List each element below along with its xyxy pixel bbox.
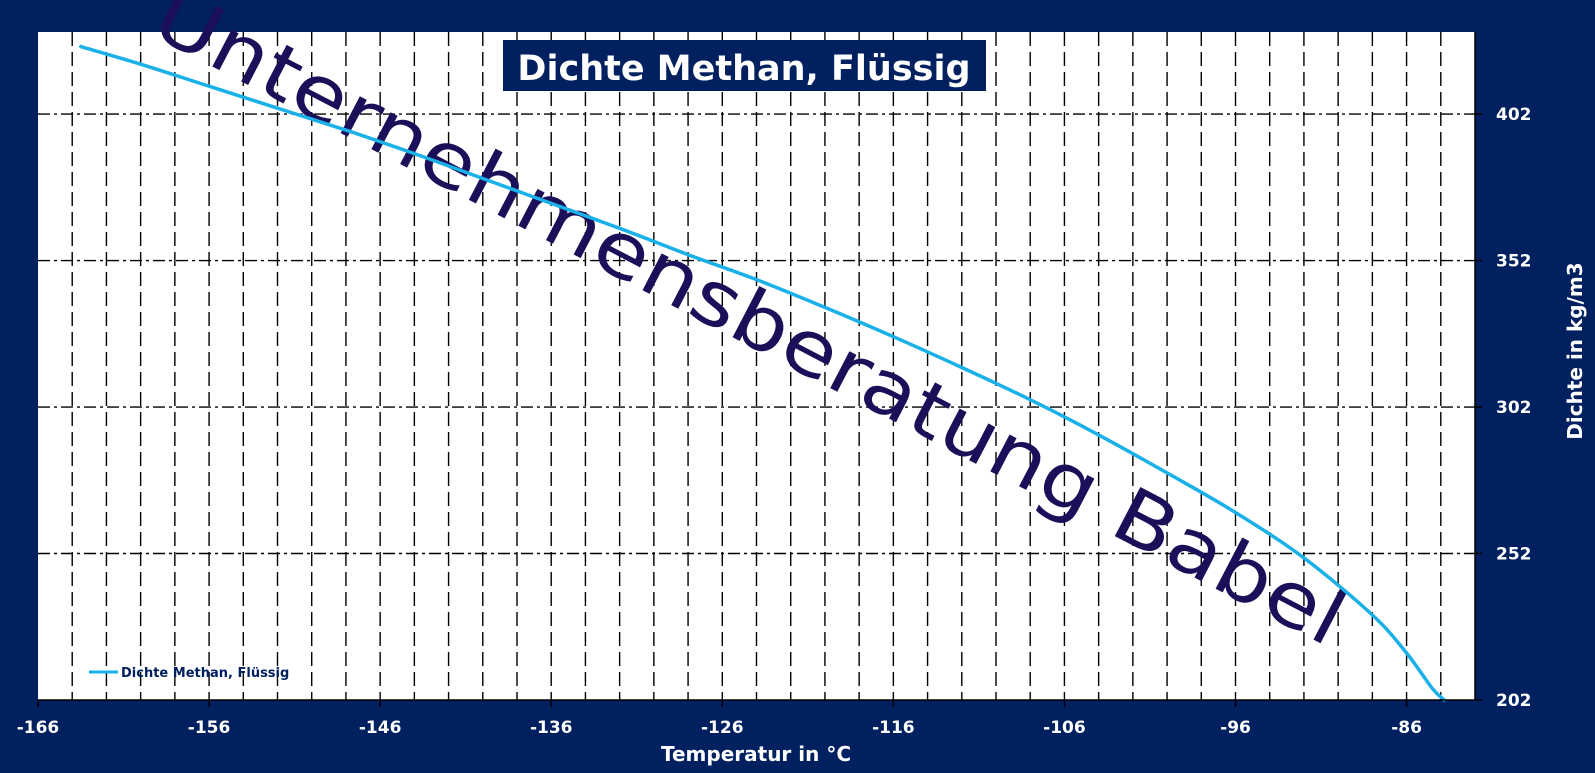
series-layer <box>79 44 1446 702</box>
x-tick-label: -156 <box>188 718 231 738</box>
x-tick-label: -106 <box>1043 718 1086 738</box>
y-tick-label: 252 <box>1496 545 1532 565</box>
chart-title-background <box>503 40 986 91</box>
y-tick-label: 302 <box>1496 398 1532 418</box>
x-tick-label: -96 <box>1220 718 1251 738</box>
y-tick-label: 402 <box>1496 105 1532 125</box>
x-tick-label: -116 <box>872 718 915 738</box>
x-tick-label: -136 <box>530 718 573 738</box>
legend: Dichte Methan, Flüssig <box>89 666 289 681</box>
y-tick-label: 202 <box>1496 691 1532 711</box>
series-line-dichte-methan-fl-ssig <box>79 44 1446 702</box>
y-tick-label: 352 <box>1496 252 1532 272</box>
grid-lines <box>38 32 1475 700</box>
tick-labels: -166 -156 -146 -136 -126 -116 -106 -96 -86 202 252… <box>17 105 1532 738</box>
x-tick-label: -166 <box>17 718 60 738</box>
y-axis-title: Dichte in kg/m3 <box>1563 262 1587 439</box>
x-tick-label: -86 <box>1391 718 1422 738</box>
axes <box>37 32 1482 707</box>
x-tick-label: -126 <box>701 718 744 738</box>
x-tick-label: -146 <box>359 718 402 738</box>
chart-title-box: Dichte Methan, Flüssig <box>503 40 986 91</box>
chart-title: Dichte Methan, Flüssig <box>517 49 970 89</box>
x-axis-title: Temperatur in °C <box>661 742 851 766</box>
legend-entry: Dichte Methan, Flüssig <box>121 666 289 681</box>
